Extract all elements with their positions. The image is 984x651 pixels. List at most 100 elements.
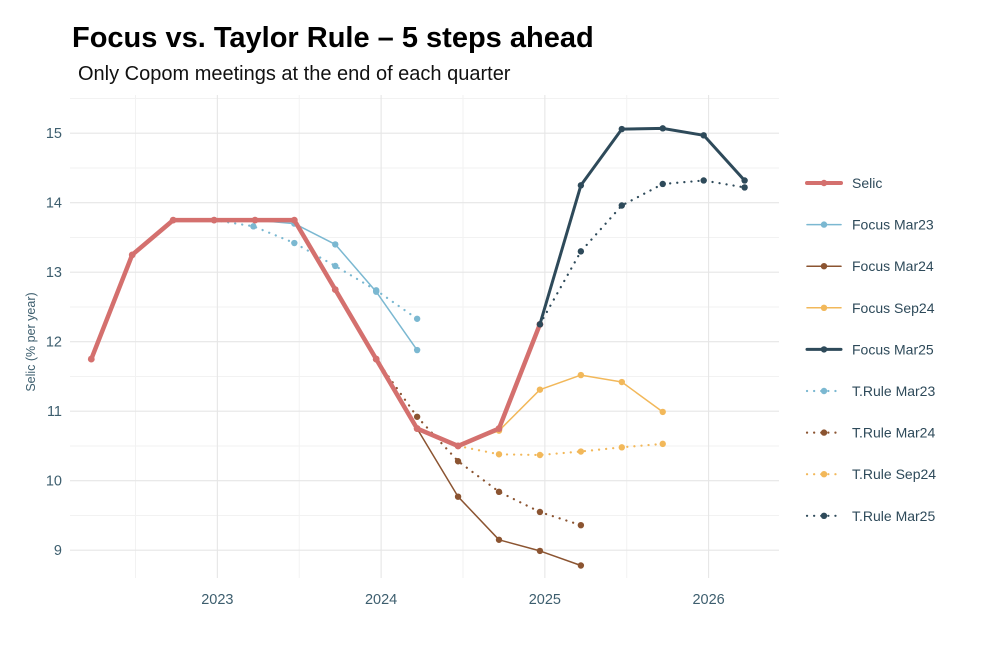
- data-point-focus-mar24: [577, 562, 585, 569]
- data-point-t-rule-mar24: [495, 488, 503, 496]
- x-tick-label: 2023: [201, 592, 233, 608]
- data-point-t-rule-mar25: [741, 184, 748, 191]
- series-line-focus-mar23: [213, 219, 418, 351]
- data-point-focus-sep24: [618, 378, 626, 386]
- data-point-t-rule-mar25: [659, 180, 666, 188]
- data-point-focus-sep24: [536, 386, 544, 393]
- axes: 9 10 11 12 13 14 15 2023 2024 2025 2026: [46, 126, 725, 608]
- series-t-rule-mar23: [210, 216, 421, 322]
- y-tick-label: 9: [54, 543, 62, 559]
- x-tick-label: 2024: [365, 592, 397, 608]
- data-point-t-rule-mar24: [413, 413, 421, 420]
- legend-marker: [820, 263, 828, 270]
- legend-marker: [820, 179, 828, 187]
- series-t-rule-sep24: [454, 440, 666, 459]
- legend-item-focus-mar23: Focus Mar23: [806, 217, 934, 233]
- data-point-selic: [169, 216, 177, 224]
- data-point-focus-mar23: [413, 346, 421, 354]
- series-layer: [87, 125, 748, 569]
- legend-item-selic: Selic: [805, 175, 882, 191]
- legend-marker: [820, 471, 828, 478]
- data-point-selic: [128, 251, 136, 259]
- series-focus-mar25: [536, 125, 748, 328]
- data-point-t-rule-sep24: [577, 448, 585, 455]
- data-point-selic: [372, 355, 380, 363]
- y-axis-label: Selic (% per year): [24, 292, 38, 391]
- legend-label: T.Rule Sep24: [852, 466, 936, 482]
- series-t-rule-mar25: [536, 177, 748, 328]
- data-point-focus-mar25: [618, 125, 626, 133]
- legend-item-focus-sep24: Focus Sep24: [806, 300, 935, 316]
- data-point-selic: [454, 442, 462, 450]
- data-point-selic: [495, 425, 503, 432]
- legend-marker: [820, 221, 828, 228]
- y-tick-label: 12: [46, 335, 62, 351]
- data-point-focus-mar23: [332, 241, 339, 248]
- data-point-focus-sep24: [659, 408, 666, 416]
- data-point-selic: [331, 286, 339, 293]
- data-point-t-rule-mar24: [454, 458, 462, 465]
- series-line-focus-mar24: [375, 358, 582, 567]
- legend-marker: [820, 387, 828, 395]
- series-line-selic: [89, 217, 543, 449]
- legend-label: T.Rule Mar25: [852, 508, 935, 524]
- series-line-focus-mar25: [538, 126, 747, 326]
- grid: [70, 95, 779, 578]
- data-point-selic: [290, 216, 298, 224]
- legend-item-t-rule-mar23: T.Rule Mar23: [805, 383, 935, 399]
- legend-marker: [820, 304, 828, 311]
- y-tick-label: 14: [46, 196, 62, 212]
- legend-label: Focus Mar25: [852, 341, 934, 357]
- y-tick-label: 10: [46, 474, 62, 490]
- data-point-t-rule-mar25: [577, 248, 585, 255]
- legend-item-t-rule-sep24: T.Rule Sep24: [805, 466, 936, 482]
- series-focus-sep24: [454, 371, 666, 450]
- data-point-selic: [413, 425, 421, 432]
- data-point-t-rule-sep24: [495, 451, 503, 458]
- x-tick-label: 2026: [692, 592, 724, 608]
- data-point-t-rule-mar25: [618, 202, 626, 209]
- data-point-focus-mar24: [454, 493, 462, 500]
- y-tick-label: 15: [46, 126, 62, 142]
- data-point-focus-sep24: [577, 371, 585, 379]
- data-point-focus-mar24: [536, 547, 544, 555]
- data-point-focus-mar23: [372, 288, 380, 295]
- y-tick-label: 11: [47, 404, 62, 420]
- legend-marker: [820, 346, 828, 353]
- series-focus-mar24: [372, 355, 585, 569]
- legend-label: Focus Mar23: [852, 217, 934, 233]
- y-tick-label: 13: [46, 265, 62, 281]
- data-point-selic: [251, 216, 259, 224]
- data-point-focus-mar24: [495, 536, 503, 543]
- legend-marker: [820, 512, 828, 519]
- data-point-selic: [210, 216, 218, 224]
- data-point-t-rule-sep24: [618, 444, 626, 451]
- legend: Selic Focus Mar23 Focus Mar24 Focus Sep24 Fo…: [805, 175, 936, 524]
- data-point-focus-mar25: [536, 321, 544, 328]
- legend-label: T.Rule Mar23: [852, 383, 935, 399]
- data-point-selic: [87, 355, 95, 363]
- data-point-t-rule-mar24: [577, 521, 585, 529]
- data-point-focus-mar25: [700, 132, 707, 139]
- x-tick-label: 2025: [529, 592, 561, 608]
- series-t-rule-mar24: [372, 355, 585, 529]
- legend-label: Focus Sep24: [852, 300, 935, 316]
- legend-item-t-rule-mar24: T.Rule Mar24: [805, 425, 935, 441]
- data-point-t-rule-sep24: [536, 451, 544, 459]
- chart-subtitle: Only Copom meetings at the end of each q…: [78, 63, 511, 85]
- legend-label: Focus Mar24: [852, 258, 934, 274]
- series-selic: [87, 216, 544, 450]
- data-point-t-rule-sep24: [659, 440, 666, 448]
- series-line-t-rule-mar25: [538, 179, 746, 326]
- data-point-focus-mar25: [741, 177, 748, 184]
- series-line-t-rule-mar24: [375, 358, 583, 527]
- data-point-t-rule-mar23: [291, 239, 298, 247]
- legend-item-focus-mar25: Focus Mar25: [805, 341, 934, 357]
- chart-title: Focus vs. Taylor Rule – 5 steps ahead: [72, 22, 594, 54]
- data-point-t-rule-mar23: [332, 262, 339, 270]
- data-point-t-rule-mar23: [413, 315, 421, 322]
- legend-item-t-rule-mar25: T.Rule Mar25: [805, 508, 935, 524]
- data-point-t-rule-mar23: [250, 223, 257, 230]
- data-point-focus-mar25: [659, 125, 666, 132]
